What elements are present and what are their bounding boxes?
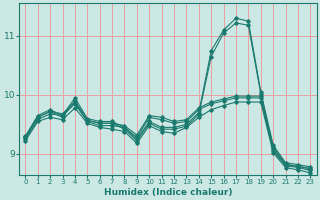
X-axis label: Humidex (Indice chaleur): Humidex (Indice chaleur) <box>104 188 232 197</box>
